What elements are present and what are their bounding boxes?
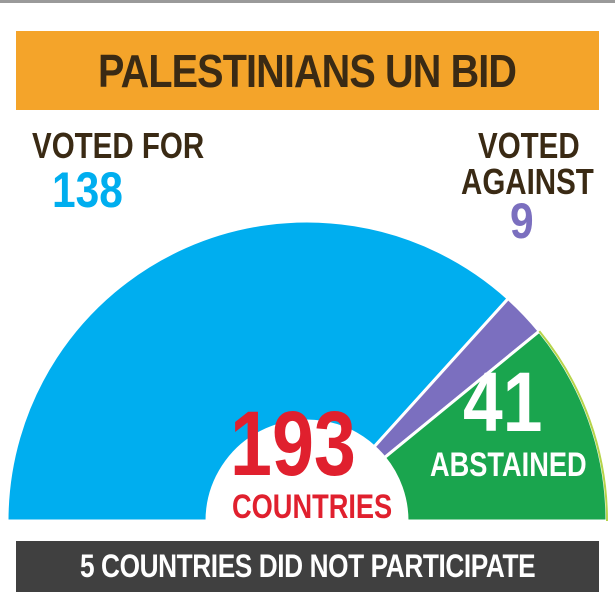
abstained-value: 41 xyxy=(463,355,543,449)
footer-note: 5 COUNTRIES DID NOT PARTICIPATE xyxy=(79,548,536,584)
abstained-rim xyxy=(538,330,608,522)
voted-against-value: 9 xyxy=(510,193,534,249)
footer-bar: 5 COUNTRIES DID NOT PARTICIPATE xyxy=(16,541,599,592)
slice-voted-for xyxy=(5,219,511,523)
top-rule xyxy=(0,0,615,3)
total-value: 193 xyxy=(230,393,356,495)
total-label: COUNTRIES xyxy=(232,488,393,526)
abstained-caption: ABSTAINED xyxy=(430,446,587,484)
voted-for-caption: VOTED FOR xyxy=(32,125,205,166)
title-bar: PALESTINIANS UN BID xyxy=(16,31,599,110)
chart-title: PALESTINIANS UN BID xyxy=(98,44,517,97)
voted-against-caption-2: AGAINST xyxy=(461,161,594,202)
voted-for-value: 138 xyxy=(52,162,123,218)
voted-against-caption-1: VOTED xyxy=(478,125,580,166)
